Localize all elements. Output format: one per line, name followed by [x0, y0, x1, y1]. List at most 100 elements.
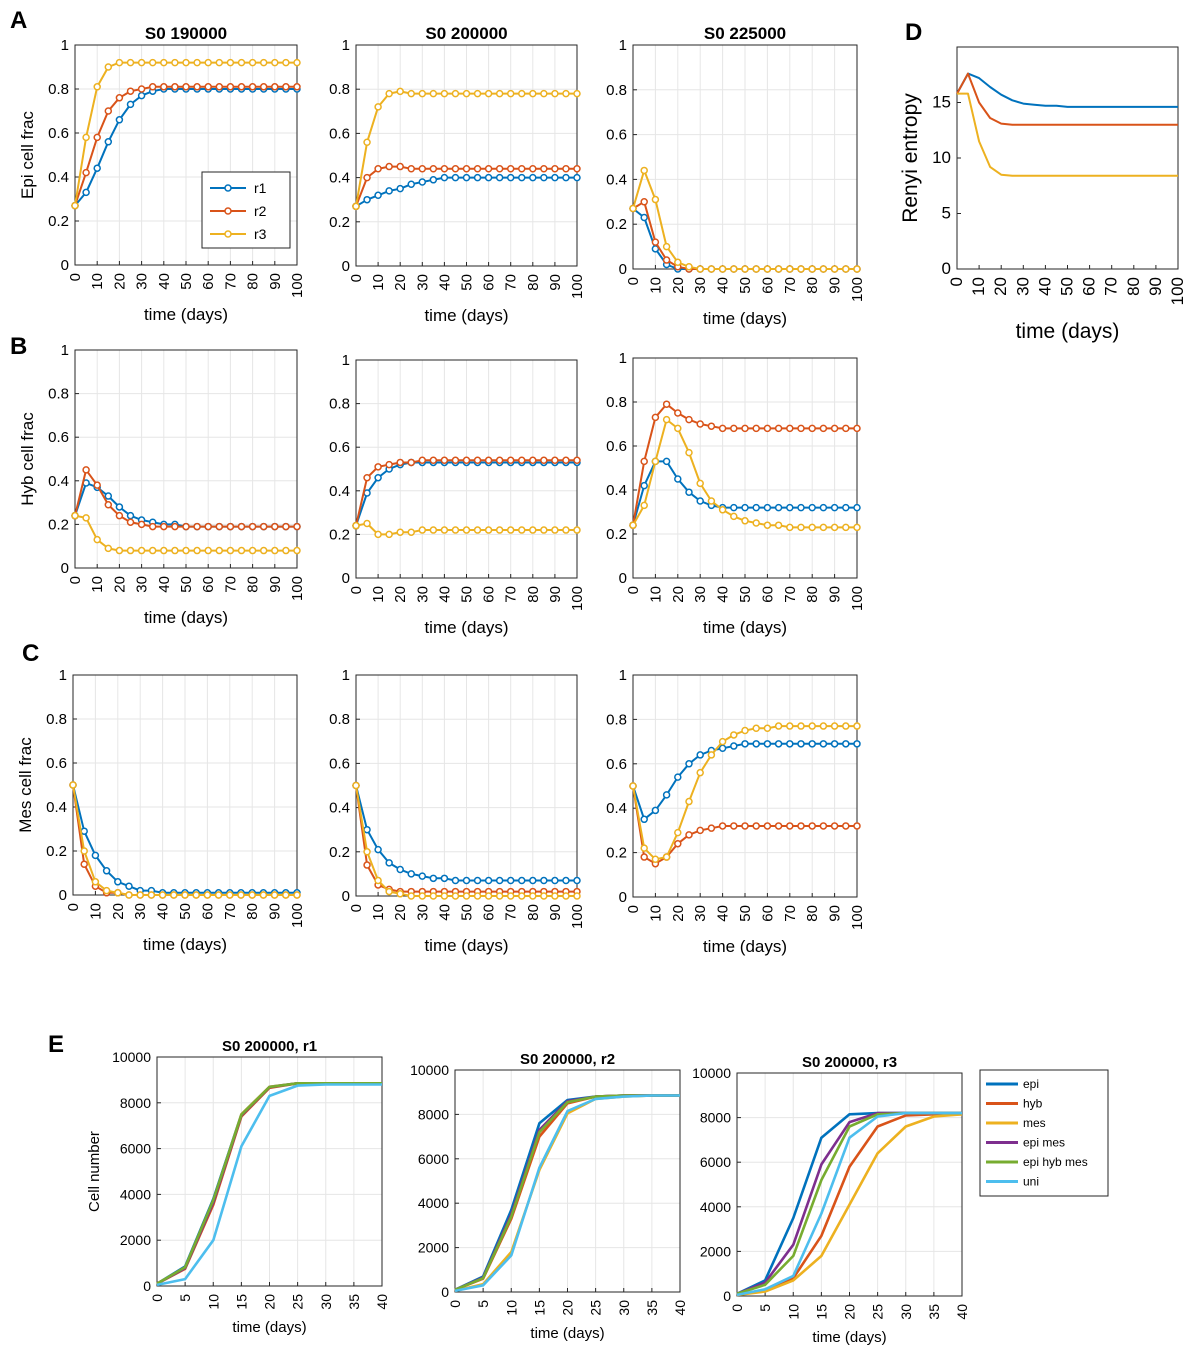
data-point — [730, 512, 738, 521]
data-point — [763, 724, 772, 733]
data-point — [830, 722, 839, 730]
x-tick-label: 100 — [849, 277, 866, 302]
data-point — [484, 876, 493, 885]
data-point — [662, 415, 671, 424]
x-tick-label: 0 — [947, 277, 966, 286]
x-tick-label: 80 — [804, 277, 821, 294]
data-point — [718, 424, 727, 433]
x-tick-label: 90 — [827, 586, 844, 603]
data-point — [104, 544, 113, 553]
data-point — [707, 265, 716, 273]
data-point — [462, 165, 471, 173]
data-point — [440, 89, 449, 98]
data-point — [495, 526, 504, 534]
data-point — [293, 83, 301, 91]
data-point — [248, 83, 257, 91]
data-point — [651, 806, 660, 815]
data-point — [136, 891, 144, 899]
series-line-r2 — [956, 72, 1178, 126]
y-tick-label: 0 — [441, 1284, 449, 1300]
data-point — [629, 204, 637, 213]
data-point — [797, 822, 805, 830]
data-point — [248, 546, 257, 555]
data-point — [797, 523, 805, 532]
data-point — [674, 409, 682, 417]
data-point — [518, 456, 526, 465]
data-point — [774, 521, 783, 529]
y-tick-label: 0.2 — [606, 526, 627, 543]
x-tick-label: 30 — [692, 905, 709, 922]
data-point — [352, 781, 360, 790]
data-point — [540, 456, 548, 465]
plot-area — [957, 47, 1178, 269]
data-point — [259, 58, 268, 67]
data-point — [640, 213, 648, 222]
data-point — [203, 891, 212, 899]
legend-entry-mes: mes — [1023, 1116, 1046, 1130]
data-point — [93, 133, 101, 142]
data-point — [808, 822, 816, 830]
data-point — [451, 526, 460, 534]
data-point — [484, 165, 493, 173]
x-axis-label: time (days) — [143, 935, 227, 954]
data-point — [842, 740, 850, 748]
legend-entry-r2: r2 — [254, 203, 267, 219]
chart-c2: 0 10 20 30 40 50 60 70 80 90 100 0 0.2 0.4 0.6 0.8 1 time… — [329, 667, 586, 955]
data-point — [148, 546, 157, 555]
data-point — [102, 867, 111, 875]
data-point — [752, 822, 760, 830]
data-point — [786, 523, 794, 532]
y-axis-label: Hyb cell frac — [18, 412, 37, 506]
x-tick-label: 30 — [132, 903, 149, 920]
data-point — [808, 424, 816, 433]
data-point — [363, 861, 371, 869]
data-point — [293, 891, 301, 899]
data-point — [473, 876, 482, 885]
data-point — [473, 89, 482, 98]
y-tick-label: 2000 — [418, 1240, 449, 1256]
data-point — [171, 546, 179, 555]
x-tick-label: 80 — [525, 904, 542, 921]
data-point — [385, 187, 393, 195]
chart-c3: 0 10 20 30 40 50 60 70 80 90 100 0 0.2 0.4 0.6 0.8 1 time… — [606, 667, 866, 956]
data-point — [808, 503, 816, 512]
data-point — [518, 526, 526, 534]
data-point — [662, 242, 671, 251]
x-tick-label: 70 — [782, 277, 799, 294]
x-tick-label: 0 — [729, 1304, 745, 1312]
data-point — [730, 731, 738, 739]
data-point — [352, 521, 360, 530]
data-point — [741, 265, 749, 273]
data-point — [259, 522, 268, 531]
x-tick-label: 10 — [969, 277, 988, 296]
data-point — [126, 87, 135, 95]
data-point — [797, 722, 805, 730]
x-tick-label: 10 — [370, 274, 387, 291]
x-tick-label: 60 — [199, 903, 216, 920]
data-point — [562, 165, 570, 173]
data-point — [786, 265, 794, 273]
data-point — [696, 751, 704, 759]
y-axis-label: Cell number — [86, 1131, 103, 1212]
legend-box — [979, 1069, 1109, 1197]
x-tick-label: 70 — [782, 905, 799, 922]
data-point — [540, 892, 548, 900]
y-tick-label: 1 — [61, 342, 69, 359]
data-point — [385, 530, 393, 539]
data-point — [407, 165, 415, 173]
data-point — [282, 546, 290, 555]
x-tick-label: 30 — [414, 274, 431, 291]
x-tick-label: 100 — [849, 905, 866, 930]
x-tick-label: 15 — [813, 1304, 829, 1320]
data-point — [696, 420, 704, 428]
data-point — [830, 265, 839, 273]
y-axis-label: Renyi entropy — [899, 93, 922, 223]
data-point — [215, 58, 224, 67]
data-point — [774, 503, 783, 512]
data-point — [104, 138, 113, 146]
x-tick-label: 30 — [414, 904, 431, 921]
x-tick-label: 25 — [290, 1294, 306, 1310]
data-point — [418, 526, 427, 534]
data-point — [540, 173, 548, 182]
data-point — [237, 546, 246, 555]
